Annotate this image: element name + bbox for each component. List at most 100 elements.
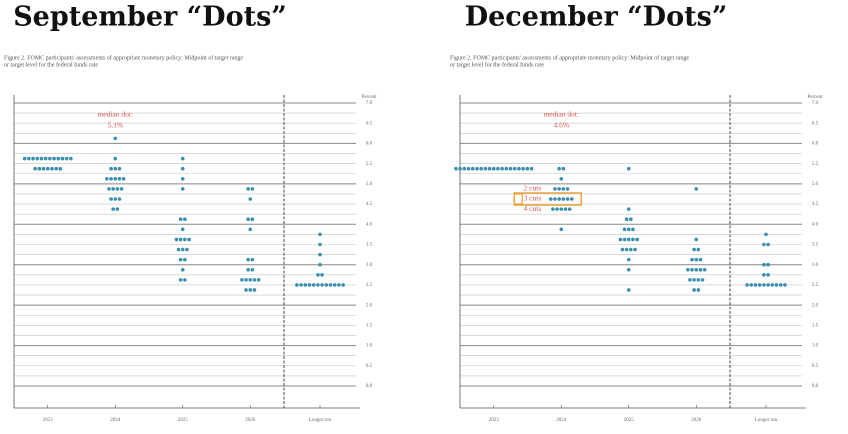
dot	[508, 166, 513, 171]
dot	[113, 136, 118, 141]
dot	[622, 237, 627, 242]
dot	[109, 166, 113, 171]
dot-group	[22, 156, 73, 161]
dot	[318, 242, 322, 247]
dot	[626, 267, 631, 272]
highlight-box	[513, 193, 523, 205]
dot	[27, 156, 31, 161]
dot	[121, 177, 126, 181]
y-tick-label: 4.5	[812, 202, 819, 207]
y-tick-label: 6.5	[812, 121, 819, 126]
dot	[529, 166, 534, 171]
dot-group	[454, 166, 534, 171]
dot	[696, 278, 701, 282]
y-tick-label: 2.5	[366, 283, 373, 288]
dot	[766, 273, 770, 277]
dot	[692, 278, 696, 282]
dot	[37, 166, 42, 171]
y-tick-label: 1.0	[812, 344, 819, 349]
dot	[320, 283, 324, 287]
figure-caption: Figure 2. FOMC participants' assessments…	[4, 54, 243, 61]
dot	[521, 166, 525, 171]
dot	[187, 237, 191, 242]
dot	[525, 166, 530, 171]
dot-group	[107, 187, 124, 191]
dot	[774, 283, 779, 287]
chart-panel: September “Dots” Figure 2. FOMC participa…	[4, 2, 377, 424]
dot	[60, 156, 65, 161]
dot-group	[694, 187, 699, 191]
dot-group	[180, 227, 185, 232]
dot	[318, 252, 322, 257]
dot	[111, 187, 115, 191]
dot	[248, 227, 253, 232]
dot-group	[174, 237, 191, 242]
dot	[43, 156, 48, 161]
dot	[50, 166, 54, 171]
annotation: 3 cuts	[524, 194, 542, 203]
x-tick-label: Longer run	[309, 418, 332, 423]
dot	[557, 187, 561, 191]
dot	[696, 288, 701, 292]
dot	[626, 288, 631, 292]
dot-group	[692, 247, 701, 252]
x-tick-label: Longer run	[755, 418, 778, 423]
y-tick-label: 4.0	[366, 222, 373, 227]
dot-group	[180, 156, 185, 161]
dot	[496, 166, 500, 171]
dot	[183, 217, 187, 222]
dot	[332, 283, 337, 287]
dot	[487, 166, 492, 171]
dot	[64, 156, 69, 161]
dot-group	[551, 207, 572, 211]
dot	[248, 278, 253, 282]
dot-group	[180, 177, 185, 181]
dot	[569, 197, 574, 201]
dot	[185, 247, 189, 252]
dot	[631, 237, 635, 242]
dot-group	[178, 217, 187, 222]
chart-title: September “Dots”	[13, 2, 287, 33]
dot	[117, 177, 122, 181]
dot	[565, 197, 570, 201]
dot	[256, 278, 261, 282]
dot	[500, 166, 504, 171]
dot-group	[626, 207, 631, 211]
dot	[559, 177, 564, 181]
y-tick-label: 5.5	[366, 162, 373, 167]
dot-group	[180, 166, 185, 171]
dot	[462, 166, 467, 171]
dot	[762, 283, 766, 287]
dot	[246, 187, 250, 191]
dot	[240, 278, 244, 282]
dot	[690, 267, 694, 272]
x-tick-label: 2023	[43, 418, 54, 423]
dot	[696, 247, 701, 252]
dot	[454, 166, 458, 171]
dot	[316, 283, 320, 287]
dot	[633, 247, 637, 252]
y-tick-label: 3.0	[812, 263, 819, 268]
dot	[69, 156, 73, 161]
dot-group	[176, 247, 189, 252]
figure-caption: or target level for the federal funds ra…	[4, 61, 98, 68]
dot	[626, 237, 631, 242]
dot	[109, 177, 113, 181]
dot	[250, 187, 255, 191]
dot	[117, 197, 122, 201]
dot	[700, 278, 705, 282]
dot	[504, 166, 509, 171]
dot-group	[113, 136, 118, 141]
annotation: median dot:	[543, 110, 579, 119]
x-tick-label: 2026	[691, 418, 702, 423]
x-tick-label: 2025	[624, 418, 635, 423]
y-axis-label: Percent	[808, 95, 824, 100]
dot-group	[318, 242, 322, 247]
dot	[52, 156, 56, 161]
dot	[548, 197, 553, 201]
x-tick-label: 2024	[556, 418, 567, 423]
dot	[180, 177, 185, 181]
dot-group	[622, 227, 635, 232]
dot	[626, 207, 631, 211]
dot	[624, 217, 629, 222]
